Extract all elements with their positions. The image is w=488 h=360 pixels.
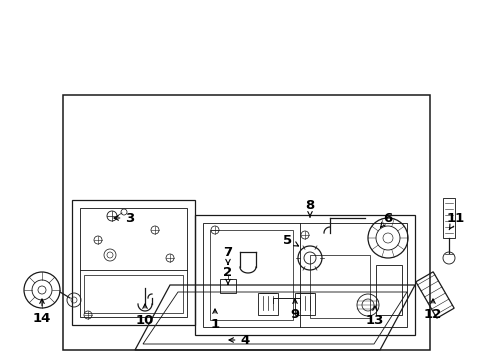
Text: 11: 11: [446, 212, 464, 230]
Text: 2: 2: [223, 266, 232, 284]
Text: 6: 6: [380, 212, 392, 228]
Text: 5: 5: [283, 234, 298, 247]
Bar: [258, 293, 278, 315]
Bar: [294, 293, 314, 315]
Text: 4: 4: [228, 333, 249, 346]
Bar: [220, 279, 236, 293]
Text: 7: 7: [223, 246, 232, 264]
Text: 12: 12: [423, 299, 441, 321]
Text: 9: 9: [290, 299, 299, 321]
Text: 13: 13: [365, 306, 384, 327]
Text: 3: 3: [114, 212, 134, 225]
Text: 1: 1: [210, 309, 219, 332]
Text: 8: 8: [305, 198, 314, 217]
Bar: [63, 95, 429, 350]
Text: 10: 10: [136, 304, 154, 327]
Bar: [442, 198, 454, 238]
Text: 14: 14: [33, 299, 51, 324]
